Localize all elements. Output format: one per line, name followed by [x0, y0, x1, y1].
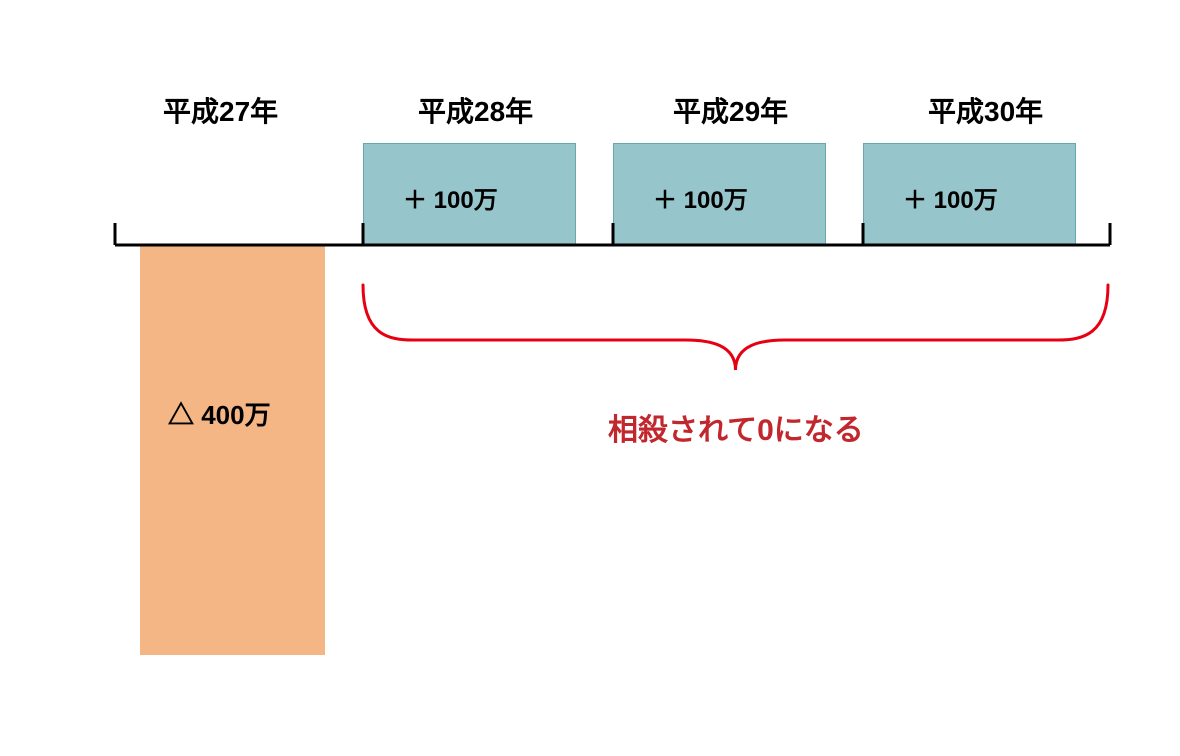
diagram-canvas: 平成27年 平成28年 平成29年 平成30年 ＋ 100万 ＋ 100万 ＋ …	[0, 0, 1180, 756]
axis-and-brace-overlay	[0, 0, 1180, 756]
axis-ticks	[115, 223, 1110, 245]
curly-brace	[363, 285, 1108, 370]
